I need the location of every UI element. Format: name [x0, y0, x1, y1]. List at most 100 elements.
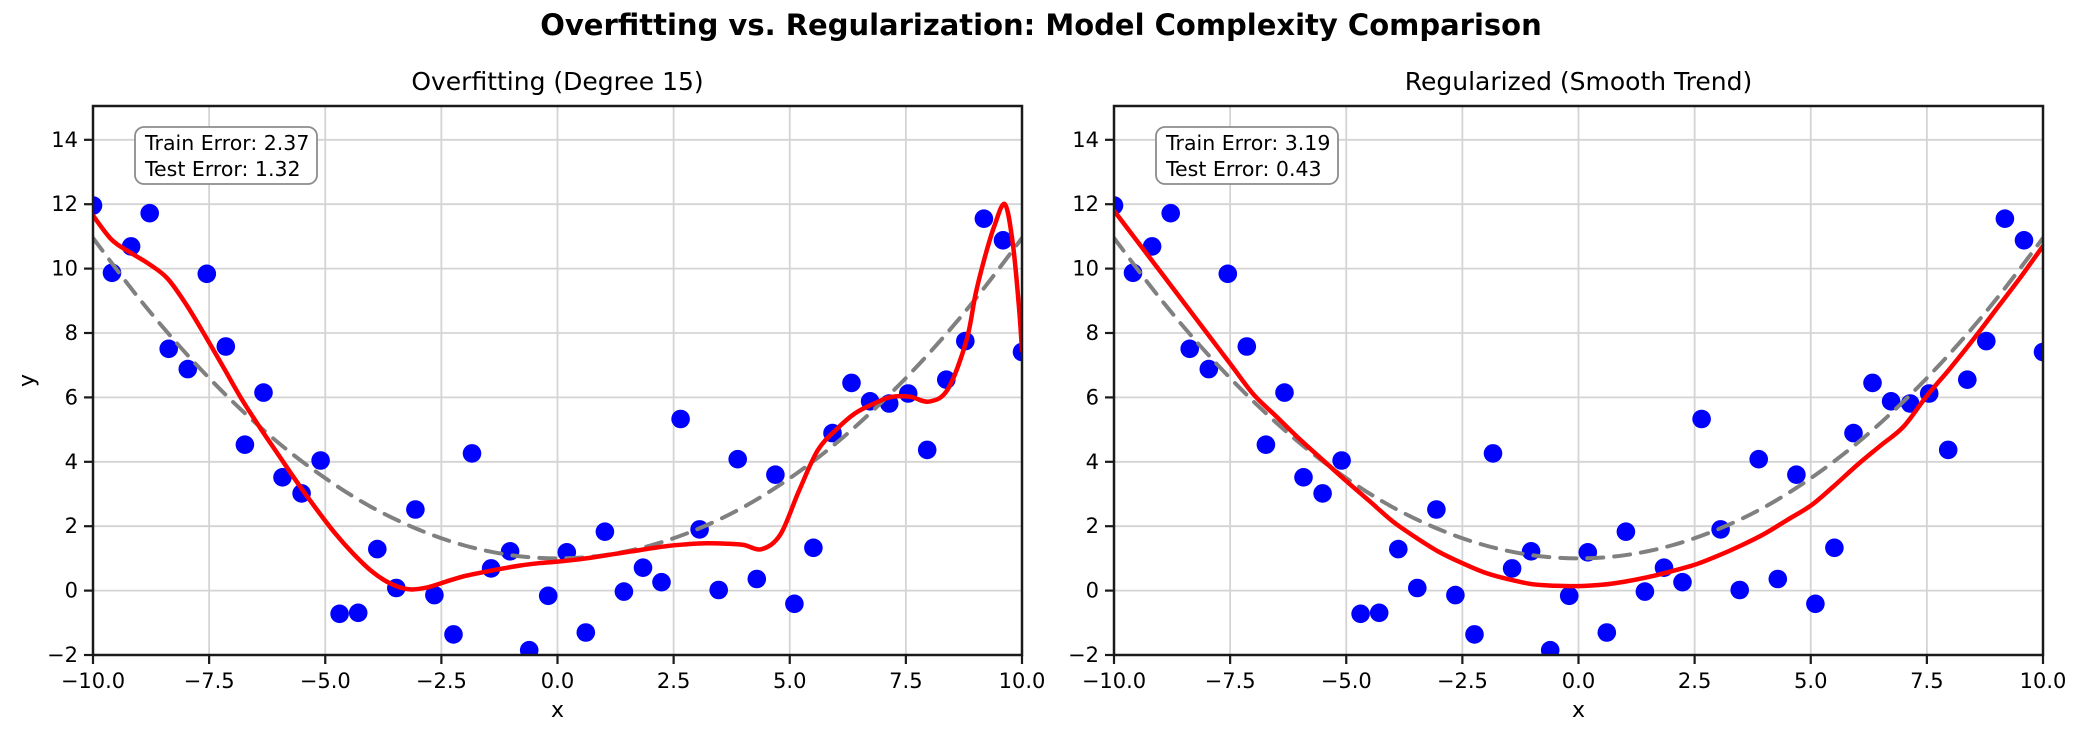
y-tick-label: −2: [47, 643, 78, 667]
scatter-point: [1559, 586, 1579, 606]
scatter-point: [235, 435, 255, 455]
x-tick-label: −10.0: [61, 669, 125, 693]
subplot-regularized: −10.0 −7.5 −5.0 −2.5 0.0 2.5 5.0 7.5 10.0 −2 0 2 4 6 8…: [1068, 67, 2066, 723]
y-tick-label: 8: [65, 321, 78, 345]
scatter-point: [444, 625, 463, 644]
scatter-point: [1237, 337, 1257, 356]
scatter-point: [1787, 465, 1806, 485]
x-tick-label: 5.0: [773, 669, 806, 693]
grid-lines: [1113, 106, 2044, 656]
scatter-point: [993, 231, 1013, 250]
scatter-point: [1768, 569, 1788, 589]
scatter-point: [1635, 582, 1655, 601]
scatter-point: [1502, 559, 1522, 578]
scatter-point: [406, 500, 425, 519]
x-tick-label: −7.5: [184, 669, 235, 693]
scatter-point: [1351, 604, 1370, 624]
scatter-point: [1692, 409, 1711, 429]
scatter-point: [178, 359, 198, 379]
y-tick-label: 10: [1072, 257, 1099, 281]
test-error-text: Test Error: 0.43: [1165, 157, 1322, 181]
y-tick-label: 8: [1086, 321, 1099, 345]
y-tick-label: 12: [1072, 192, 1099, 216]
scatter-point: [1673, 572, 1692, 592]
scatter-point: [576, 623, 596, 642]
x-tick-label: 10.0: [999, 669, 1046, 693]
subplot-title: Regularized (Smooth Trend): [1405, 67, 1753, 96]
axis-ticks: −10.0 −7.5 −5.0 −2.5 0.0 2.5 5.0 7.5 10.0 −2 0 2 4 6 8…: [47, 128, 1045, 693]
scatter-point: [1256, 435, 1276, 455]
scatter-point: [842, 373, 861, 393]
scatter-point: [633, 558, 653, 577]
scatter-point: [1294, 468, 1313, 487]
subplot-overfitting: −10.0 −7.5 −5.0 −2.5 0.0 2.5 5.0 7.5 10.0 −2 0 2 4 6 8…: [15, 67, 1045, 723]
x-tick-label: 2.5: [657, 669, 690, 693]
test-error-text: Test Error: 1.32: [144, 157, 301, 181]
annotation-box: [134, 126, 318, 185]
true-function-curve: [1114, 236, 2043, 561]
scatter-point: [1389, 539, 1408, 559]
scatter-point: [1749, 449, 1768, 469]
axis-ticks: −10.0 −7.5 −5.0 −2.5 0.0 2.5 5.0 7.5 10.0 −2 0 2 4 6 8…: [1068, 128, 2066, 693]
scatter-point: [1616, 522, 1636, 541]
scatter-point: [766, 465, 785, 485]
scatter-point: [425, 585, 444, 605]
x-tick-label: −10.0: [1082, 669, 1146, 693]
y-tick-label: 2: [1086, 514, 1099, 538]
figure-suptitle: Overfitting vs. Regularization: Model Co…: [540, 8, 1542, 42]
scatter-point: [330, 604, 349, 624]
scatter-point: [254, 383, 273, 402]
scatter-point: [1332, 451, 1351, 470]
y-tick-label: 0: [1086, 579, 1099, 603]
x-tick-label: 2.5: [1678, 669, 1711, 693]
scatter-point: [348, 603, 368, 623]
x-axis-label: x: [1572, 698, 1585, 723]
scatter-point: [273, 468, 292, 487]
scatter-point: [1863, 373, 1882, 393]
scatter-point: [1161, 203, 1180, 223]
y-tick-label: 6: [1086, 385, 1099, 409]
scatter-point: [538, 586, 558, 606]
scatter-point: [1881, 392, 1901, 411]
scatter-point: [140, 203, 159, 223]
x-tick-label: −7.5: [1205, 669, 1256, 693]
annotation-box: [1155, 126, 1339, 185]
scatter-point: [1199, 359, 1219, 379]
scatter-point: [1427, 500, 1446, 519]
scatter-point: [311, 451, 330, 470]
x-tick-label: 10.0: [2020, 669, 2067, 693]
x-tick-label: −2.5: [1437, 669, 1488, 693]
smooth-fit-curve: [1114, 208, 2043, 589]
x-tick-label: 7.5: [1910, 669, 1943, 693]
scatter-point: [1218, 264, 1238, 284]
scatter-point: [1446, 585, 1465, 605]
y-tick-label: 12: [51, 192, 78, 216]
x-tick-label: −5.0: [300, 669, 351, 693]
scatter-point: [1369, 603, 1389, 623]
scatter-point: [462, 444, 482, 463]
scatter-point: [519, 640, 539, 655]
y-tick-label: 6: [65, 385, 78, 409]
scatter-point: [1540, 640, 1560, 655]
scatter-point: [917, 440, 937, 460]
scatter-point: [1844, 423, 1863, 443]
x-tick-label: −5.0: [1321, 669, 1372, 693]
scatter-point: [804, 538, 823, 558]
y-tick-label: 10: [51, 257, 78, 281]
y-tick-label: 0: [65, 579, 78, 603]
y-tick-label: 2: [65, 514, 78, 538]
scatter-point: [1730, 580, 1749, 600]
scatter-point: [1938, 440, 1958, 460]
scatter-point: [216, 337, 236, 356]
scatter-point: [1483, 444, 1503, 463]
y-tick-label: −2: [1068, 643, 1099, 667]
scatter-point: [1995, 209, 2015, 228]
scatter-point: [1313, 484, 1332, 503]
scatter-point: [1958, 370, 1977, 390]
y-tick-label: 14: [51, 128, 78, 152]
scatter-point: [1977, 331, 1996, 351]
x-tick-label: 0.0: [1562, 669, 1595, 693]
